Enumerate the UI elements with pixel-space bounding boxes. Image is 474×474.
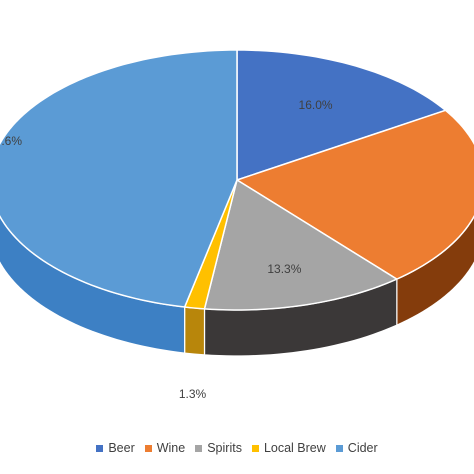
legend-swatch	[335, 444, 343, 452]
data-label-cider: .6%	[1, 134, 22, 148]
data-label-beer: 16.0%	[299, 98, 333, 112]
data-labels: 16.0%213.3%1.3%.6%	[1, 98, 333, 401]
pie-sides	[0, 215, 474, 357]
data-label-spirits: 13.3%	[267, 262, 301, 276]
data-label-local-brew: 1.3%	[179, 387, 207, 401]
legend-label: Cider	[347, 441, 378, 455]
legend-item-cider: Cider	[335, 441, 378, 455]
pie-slice-beer	[236, 49, 447, 181]
legend-label: Beer	[108, 441, 135, 455]
legend-item-wine: Wine	[144, 441, 186, 455]
legend-swatch	[96, 444, 104, 452]
legend-swatch	[251, 444, 259, 452]
pie-slice-cider	[0, 49, 238, 308]
legend-item-local-brew: Local Brew	[251, 441, 326, 455]
legend-label: Wine	[156, 441, 186, 455]
legend-swatch	[144, 444, 152, 452]
legend-item-beer: Beer	[96, 441, 135, 455]
pie-slice-spirits	[203, 179, 398, 311]
legend-item-spirits: Spirits	[195, 441, 242, 455]
legend-label: Spirits	[207, 441, 242, 455]
legend-label: Local Brew	[263, 441, 326, 455]
legend-swatch	[195, 444, 203, 452]
pie-side-local-brew	[184, 306, 206, 356]
pie-slices	[0, 49, 474, 311]
pie-slice-wine	[236, 109, 474, 280]
legend: Beer Wine Spirits Local Brew Cider	[0, 438, 474, 458]
